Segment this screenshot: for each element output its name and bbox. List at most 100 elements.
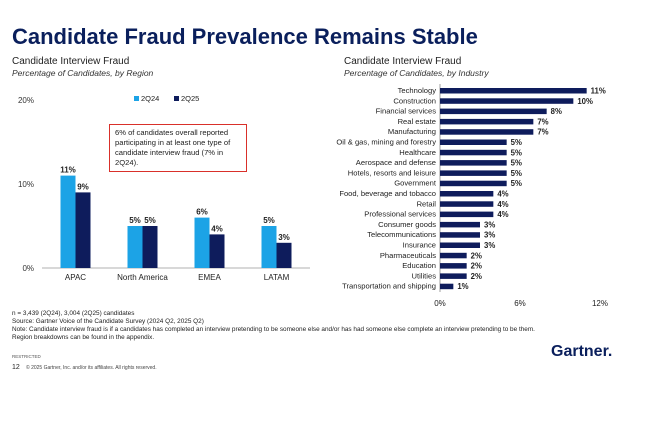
data-label: 3% — [278, 233, 290, 242]
bar — [261, 226, 277, 268]
bar — [440, 129, 534, 135]
page-number: 12 — [12, 364, 20, 371]
data-label: 5% — [263, 216, 275, 225]
bar — [440, 252, 467, 259]
bar — [440, 263, 467, 269]
source-note: Source: Gartner Voice of the Candidate S… — [12, 318, 204, 325]
x-tick-label: 6% — [514, 299, 526, 308]
y-tick-label: Manufacturing — [388, 127, 436, 136]
left-chart-title: Candidate Interview Fraud — [12, 56, 130, 67]
data-label: 5% — [511, 159, 522, 168]
copyright: © 2025 Gartner, Inc. and/or its affiliat… — [26, 365, 157, 371]
data-label: 5% — [129, 216, 141, 225]
y-tick-label: Insurance — [403, 241, 436, 250]
bar — [440, 160, 507, 166]
data-label: 1% — [457, 282, 468, 291]
y-tick-label: Real estate — [398, 117, 436, 126]
bar — [440, 242, 480, 248]
x-tick-label: North America — [117, 273, 168, 282]
bar — [440, 149, 507, 156]
bar — [440, 211, 494, 218]
data-label: 2% — [471, 262, 482, 271]
y-tick-label: Hotels, resorts and leisure — [348, 168, 436, 177]
bar — [440, 88, 587, 94]
left-chart-subtitle: Percentage of Candidates, by Region — [12, 68, 154, 78]
y-tick-label: 0% — [22, 264, 34, 273]
bar — [440, 170, 507, 176]
x-tick-label: LATAM — [264, 273, 290, 282]
y-tick-label: Telecommunications — [367, 230, 436, 239]
callout-box: 6% of candidates overall reported partic… — [109, 124, 247, 172]
y-tick-label: Technology — [398, 86, 437, 95]
bar — [440, 221, 480, 228]
y-tick-label: Professional services — [364, 210, 436, 219]
bar — [75, 192, 91, 268]
bar — [440, 201, 494, 207]
bar — [127, 226, 143, 268]
bar — [440, 283, 454, 290]
y-tick-label: Government — [394, 179, 437, 188]
data-label: 9% — [77, 182, 89, 191]
legend-swatch — [134, 96, 139, 101]
data-label: 6% — [196, 208, 208, 217]
data-label: 7% — [537, 117, 548, 126]
data-label: 8% — [551, 107, 562, 116]
right-chart-title: Candidate Interview Fraud — [344, 56, 462, 67]
x-tick-label: 12% — [592, 299, 608, 308]
data-label: 5% — [511, 148, 522, 157]
legend-label: 2Q24 — [141, 94, 159, 103]
y-tick-label: 10% — [18, 180, 34, 189]
y-tick-label: Construction — [393, 96, 436, 105]
bar — [440, 108, 547, 115]
data-label: 7% — [537, 128, 548, 137]
legend-label: 2Q25 — [181, 94, 199, 103]
gartner-logo: Gartner. — [551, 343, 613, 360]
data-label: 5% — [511, 179, 522, 188]
definition-note: Note: Candidate interview fraud is if a … — [12, 326, 535, 333]
y-tick-label: Healthcare — [399, 148, 436, 157]
data-label: 2% — [471, 272, 482, 281]
sample-note: n = 3,439 (2Q24), 3,004 (2Q25) candidate… — [12, 310, 135, 317]
y-tick-label: Aerospace and defense — [356, 158, 436, 167]
industry-bar-chart: Technology 11% Construction 10% Financial se… — [336, 84, 608, 308]
y-tick-label: Retail — [417, 199, 437, 208]
bar — [440, 191, 494, 197]
data-label: 4% — [497, 200, 508, 209]
y-tick-label: Pharmaceuticals — [380, 251, 436, 260]
data-label: 5% — [144, 216, 156, 225]
page-title: Candidate Fraud Prevalence Remains Stabl… — [12, 24, 478, 49]
restricted-label: RESTRICTED — [12, 354, 41, 359]
bar — [440, 98, 574, 104]
y-tick-label: 20% — [18, 96, 34, 105]
y-tick-label: Transportation and shipping — [342, 282, 436, 291]
right-chart-subtitle: Percentage of Candidates, by Industry — [344, 68, 489, 78]
bar — [276, 242, 292, 268]
y-tick-label: Education — [402, 261, 436, 270]
bar — [60, 175, 76, 268]
bar — [194, 217, 210, 268]
legend-swatch — [174, 96, 179, 101]
bar — [440, 232, 480, 238]
y-tick-label: Oil & gas, mining and forestry — [336, 138, 436, 147]
appendix-note: Region breakdowns can be found in the ap… — [12, 334, 155, 341]
bar — [440, 118, 534, 125]
data-label: 3% — [484, 241, 495, 250]
x-tick-label: APAC — [65, 273, 86, 282]
bar — [440, 273, 467, 279]
x-tick-label: 0% — [434, 299, 446, 308]
y-tick-label: Financial services — [376, 107, 437, 116]
bar — [209, 234, 225, 268]
data-label: 5% — [511, 138, 522, 147]
data-label: 3% — [484, 220, 495, 229]
bar — [142, 226, 158, 268]
data-label: 4% — [497, 210, 508, 219]
x-tick-label: EMEA — [198, 273, 221, 282]
data-label: 2% — [471, 251, 482, 260]
bar — [440, 139, 507, 145]
data-label: 3% — [484, 231, 495, 240]
y-tick-label: Consumer goods — [378, 220, 436, 229]
y-tick-label: Food, beverage and tobacco — [339, 189, 436, 198]
data-label: 10% — [577, 97, 593, 106]
y-tick-label: Utilities — [412, 271, 437, 280]
